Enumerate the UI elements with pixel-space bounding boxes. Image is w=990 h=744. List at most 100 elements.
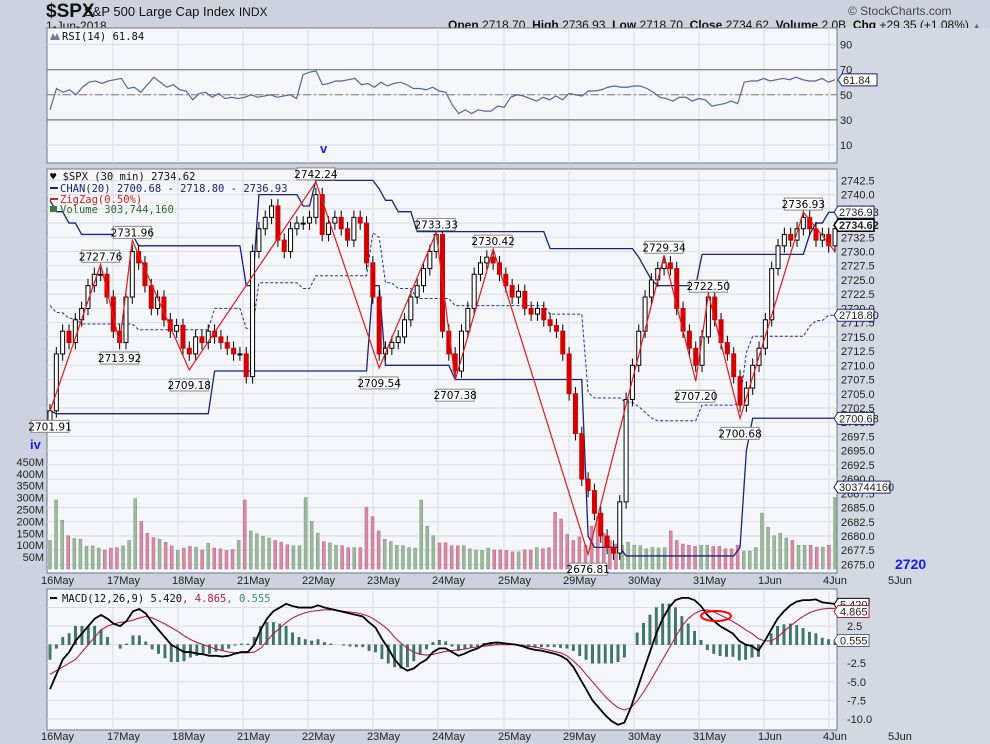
volume-bar — [401, 545, 405, 570]
macd-histogram-bar — [278, 623, 282, 645]
macd-histogram-bar — [380, 644, 384, 659]
svg-text:2730.42: 2730.42 — [471, 236, 514, 248]
macd-histogram-bar — [693, 631, 696, 645]
svg-text:50: 50 — [840, 90, 852, 102]
svg-text:5Jun: 5Jun — [888, 575, 912, 587]
macd-cross-marker — [700, 610, 732, 622]
candle — [826, 227, 832, 253]
svg-text:2685.0: 2685.0 — [841, 503, 875, 515]
svg-text:2742.24: 2742.24 — [294, 169, 338, 181]
volume-bar — [802, 544, 807, 570]
svg-text:4.865: 4.865 — [840, 607, 868, 619]
volume-bar — [662, 547, 667, 570]
svg-text:21May: 21May — [237, 575, 271, 587]
svg-text:22May: 22May — [302, 575, 336, 587]
volume-bar — [693, 546, 697, 570]
price-tag-channel: 2736.93 — [833, 205, 879, 219]
volume-bar — [437, 542, 442, 570]
volume-bar — [157, 539, 162, 570]
candle — [629, 358, 635, 407]
price-tag-volume: 303744160 — [833, 480, 894, 494]
svg-text:2701.91: 2701.91 — [28, 421, 71, 433]
svg-text:0.555: 0.555 — [840, 636, 868, 648]
candle — [737, 369, 743, 412]
volume-bar — [127, 540, 131, 570]
volume-bar — [145, 533, 150, 570]
volume-bar — [486, 547, 490, 570]
macd-histogram-bar — [750, 644, 754, 658]
macd-histogram-bar — [680, 616, 684, 645]
svg-text:2682.5: 2682.5 — [841, 517, 875, 529]
svg-text:2712.5: 2712.5 — [841, 346, 875, 358]
candle — [724, 335, 730, 361]
zigzag-label: 2676.81 — [566, 562, 610, 576]
volume-bar — [151, 537, 156, 570]
candle — [281, 233, 287, 259]
volume-bar — [541, 548, 545, 570]
volume-bar — [54, 499, 58, 570]
price-tag-close: 2734.62 — [833, 218, 879, 232]
candle — [395, 330, 401, 350]
macd-histogram-bar — [99, 629, 103, 645]
macd-histogram-bar — [169, 644, 173, 662]
svg-text:-10.0: -10.0 — [847, 714, 872, 726]
macd-histogram-bar — [265, 622, 269, 645]
candle — [231, 341, 237, 361]
volume-bar — [480, 550, 484, 570]
macd-histogram-bar — [737, 644, 741, 661]
volume-bar — [711, 546, 716, 570]
macd-histogram-bar — [546, 644, 550, 648]
zigzag-label: 2701.91 — [28, 419, 72, 433]
macd-histogram-bar — [74, 625, 77, 645]
volume-bar — [468, 548, 472, 570]
zigzag-label: 2727.76 — [79, 249, 123, 263]
volume-bar — [778, 533, 782, 570]
svg-text:21May: 21May — [237, 731, 271, 743]
macd-histogram-bar — [565, 644, 569, 649]
macd-histogram-bar — [354, 644, 358, 648]
macd-histogram-bar — [782, 624, 786, 645]
candle — [319, 187, 325, 242]
svg-text:2707.20: 2707.20 — [674, 391, 717, 403]
svg-text:-2.5: -2.5 — [847, 658, 866, 670]
zigzag-label: 2707.38 — [433, 388, 477, 402]
volume-bar — [389, 541, 393, 570]
candle — [522, 284, 528, 316]
macd-histogram-bar — [208, 644, 211, 654]
macd-histogram-bar — [457, 644, 460, 651]
candle — [686, 324, 692, 356]
macd-histogram-bar — [323, 642, 326, 645]
macd-histogram-bar — [712, 644, 716, 654]
macd-histogram-bar — [137, 635, 141, 645]
zigzag-line — [49, 180, 836, 557]
svg-text:2715.0: 2715.0 — [841, 332, 875, 344]
macd-histogram-bar — [801, 628, 805, 645]
macd-legend: MACD(12,26,9) 5.420, 4.865, 0.555 — [50, 593, 271, 605]
svg-text:303744160: 303744160 — [839, 482, 894, 494]
zigzag-label: 2713.92 — [98, 351, 141, 365]
macd-value-tag: 0.555 — [833, 634, 870, 648]
volume-bar — [267, 537, 271, 570]
macd-histogram-bar — [367, 644, 371, 651]
zigzag-label: 2731.96 — [111, 225, 154, 239]
volume-bar — [261, 535, 265, 570]
rsi-legend: RSI(14) 61.84 — [50, 31, 144, 43]
candle — [617, 495, 623, 560]
candle — [604, 529, 610, 555]
volume-bar — [328, 542, 332, 570]
svg-text:2718.80: 2718.80 — [839, 310, 879, 322]
volume-bar — [510, 551, 515, 570]
macd-histogram-bar — [795, 625, 799, 645]
candle — [421, 261, 427, 293]
macd-histogram-bar — [374, 644, 377, 653]
candle — [237, 347, 243, 361]
volume-bar — [395, 544, 399, 570]
volume-bar — [230, 549, 235, 570]
price-tag-channel: 2700.68 — [833, 411, 879, 425]
candle — [402, 312, 408, 344]
macd-histogram-bar — [310, 640, 314, 645]
svg-text:29May: 29May — [563, 575, 597, 587]
price-tag-channel: 2718.80 — [833, 308, 879, 322]
macd-histogram-bar — [67, 633, 71, 645]
